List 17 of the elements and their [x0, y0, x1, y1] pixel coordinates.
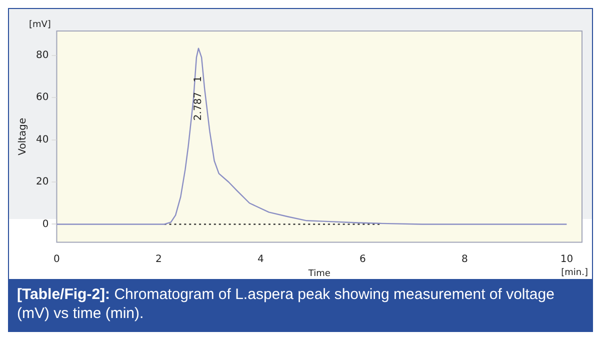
y-tick-label: 20: [36, 176, 49, 188]
y-tick-label: 80: [36, 50, 49, 61]
x-tick-label: 8: [462, 254, 468, 265]
annotation: 2.787 1: [193, 76, 204, 121]
text: [mV]: [29, 20, 51, 30]
x-tick-label: 10: [560, 254, 574, 265]
y-axis-title: Voltage: [18, 118, 29, 156]
x-tick-label: 4: [258, 254, 264, 265]
y-tick-label: 40: [36, 134, 49, 146]
y-tick-label: 0: [42, 218, 49, 230]
x-tick-label: 6: [360, 254, 366, 265]
text: [min.]: [561, 268, 588, 278]
x-tick-label: 2: [156, 254, 162, 265]
x-tick-label: 0: [54, 254, 60, 265]
x-axis-title: Time: [307, 268, 331, 279]
text: [Table/Fig-2]: Chromatogram of L.aspera peak showing measurement of voltage (mV) vs time (min).: [17, 286, 554, 322]
y-tick-label: 60: [36, 92, 49, 104]
